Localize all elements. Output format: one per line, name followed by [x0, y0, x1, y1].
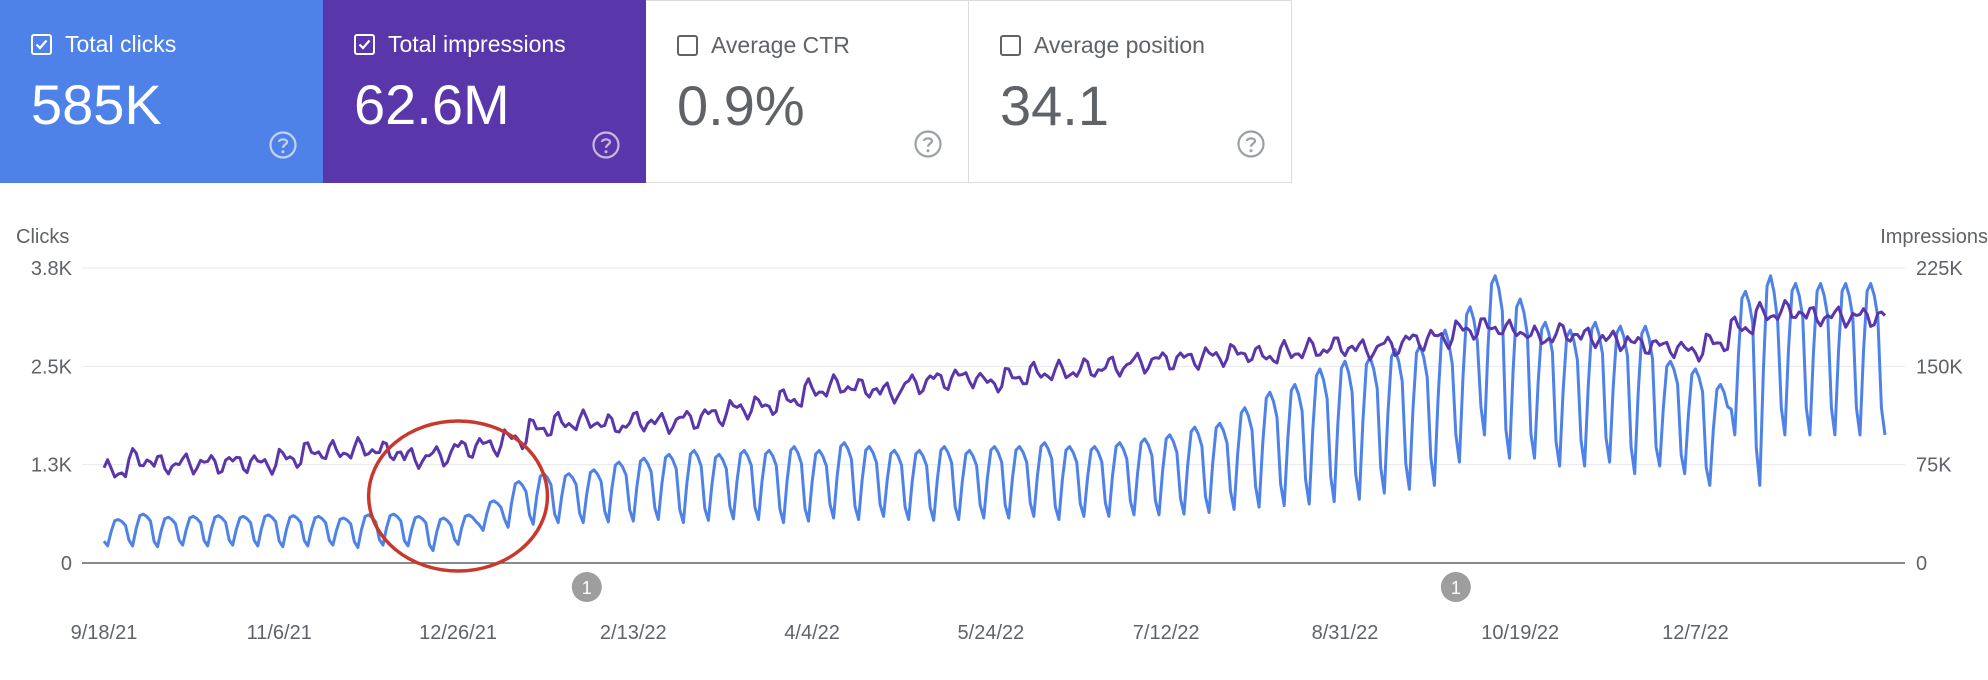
metric-card-average-ctr[interactable]: Average CTR 0.9%: [646, 0, 969, 183]
y-right-tick-label: 225K: [1916, 258, 1963, 280]
checkbox-icon[interactable]: [31, 34, 52, 55]
checkbox-icon[interactable]: [677, 35, 698, 56]
y-left-tick-label: 2.5K: [31, 356, 73, 378]
metric-card-average-position[interactable]: Average position 34.1: [969, 0, 1292, 183]
x-tick-label: 4/4/22: [784, 622, 840, 644]
metric-cards: Total clicks 585K Total impressions 62.6…: [0, 0, 1292, 183]
checkbox-icon[interactable]: [1000, 35, 1021, 56]
y-left-axis-title: Clicks: [16, 226, 70, 248]
x-tick-label: 5/24/22: [958, 622, 1025, 644]
annotation-marker-badge: [571, 572, 602, 602]
metric-label: Total clicks: [65, 31, 177, 57]
annotation-marker: 1: [1440, 572, 1471, 602]
series-line-clicks: [102, 274, 1887, 553]
metric-label: Total impressions: [388, 31, 566, 57]
x-tick-label: 2/13/22: [600, 622, 667, 644]
y-right-tick-label: 75K: [1916, 455, 1952, 477]
metric-header: Average position: [1000, 32, 1205, 59]
annotation-marker-badge: [1440, 572, 1471, 602]
help-icon[interactable]: [591, 130, 621, 160]
x-tick-label: 12/7/22: [1662, 622, 1729, 644]
annotation-marker: 1: [571, 572, 602, 602]
annotation-marker-label: 1: [1451, 578, 1461, 598]
metric-value: 585K: [31, 73, 162, 136]
metric-card-total-clicks[interactable]: Total clicks 585K: [0, 0, 323, 183]
highlight-circle: [366, 419, 550, 573]
y-right-tick-label: 150K: [1916, 356, 1963, 378]
x-tick-label: 8/31/22: [1312, 622, 1379, 644]
metric-label: Average CTR: [711, 32, 850, 58]
series-line-impressions: [102, 299, 1887, 479]
y-left-tick-label: 1.3K: [31, 455, 73, 477]
metric-header: Total impressions: [354, 31, 566, 58]
x-tick-label: 12/26/21: [419, 622, 497, 644]
x-tick-label: 9/18/21: [71, 622, 138, 644]
metric-header: Average CTR: [677, 32, 850, 59]
metric-header: Total clicks: [31, 31, 176, 58]
x-tick-label: 10/19/22: [1481, 622, 1559, 644]
metric-value: 34.1: [1000, 74, 1109, 137]
y-right-tick-label: 0: [1916, 553, 1927, 575]
x-tick-label: 7/12/22: [1133, 622, 1200, 644]
checkbox-icon[interactable]: [354, 34, 375, 55]
y-left-tick-label: 0: [61, 553, 72, 575]
metric-value: 0.9%: [677, 74, 805, 137]
y-right-axis-title: Impressions: [1880, 226, 1988, 248]
performance-chart: 3.8K 225K 2.5K 150K 1.3K 75K 0 0 9/18/21 11/6/21 1…: [31, 258, 1964, 644]
help-icon[interactable]: [1236, 129, 1266, 159]
annotation-marker-label: 1: [582, 578, 592, 598]
help-icon[interactable]: [268, 130, 298, 160]
metric-value: 62.6M: [354, 73, 510, 136]
help-icon[interactable]: [913, 129, 943, 159]
y-left-tick-label: 3.8K: [31, 258, 73, 280]
x-tick-label: 11/6/21: [247, 622, 312, 644]
metric-card-total-impressions[interactable]: Total impressions 62.6M: [323, 0, 646, 183]
metric-label: Average position: [1034, 32, 1205, 58]
